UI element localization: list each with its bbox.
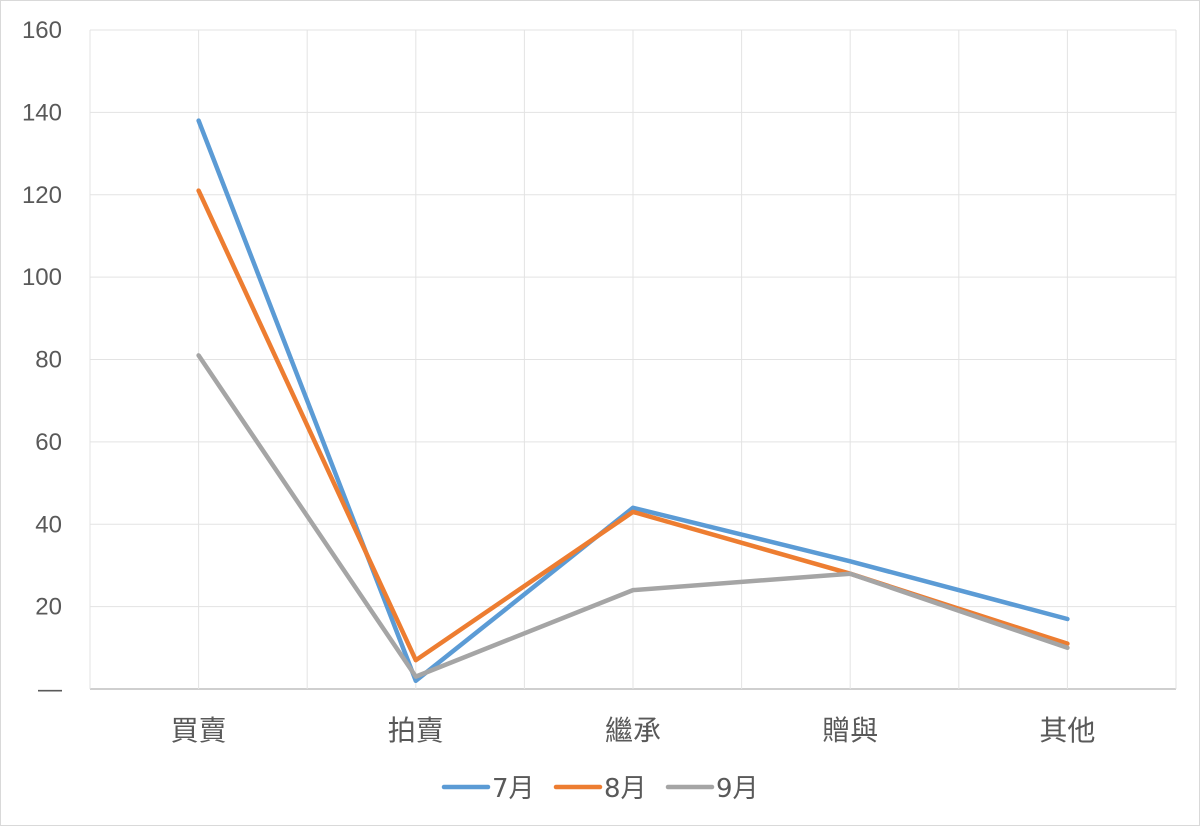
grid-lines bbox=[89, 29, 1177, 690]
legend-label: 8月 bbox=[604, 774, 647, 804]
y-tick-label: 80 bbox=[35, 347, 62, 374]
series-line-3 bbox=[196, 353, 1070, 679]
series-line-1 bbox=[196, 118, 1070, 684]
y-tick-label: 120 bbox=[22, 182, 62, 209]
y-tick-label: 100 bbox=[22, 264, 62, 291]
y-axis-ticks: — 20 40 60 80 100 120 140 160 bbox=[22, 17, 62, 703]
legend: 7月 8月 9月 bbox=[441, 774, 759, 804]
legend-item: 9月 bbox=[665, 774, 759, 804]
y-tick-label: 60 bbox=[35, 429, 62, 456]
legend-label: 7月 bbox=[492, 774, 535, 804]
y-tick-label: 140 bbox=[22, 99, 62, 126]
y-tick-label: 160 bbox=[22, 17, 62, 44]
legend-item: 8月 bbox=[553, 774, 647, 804]
x-tick-label: 贈與 bbox=[822, 714, 878, 747]
x-tick-label: 拍賣 bbox=[388, 714, 444, 747]
y-tick-label: 40 bbox=[35, 511, 62, 538]
x-axis-ticks: 買賣 拍賣 繼承 贈與 其他 bbox=[171, 714, 1096, 747]
y-tick-label: — bbox=[38, 676, 62, 703]
x-tick-label: 其他 bbox=[1039, 714, 1095, 747]
y-tick-label: 20 bbox=[35, 594, 62, 621]
x-tick-label: 繼承 bbox=[605, 714, 661, 747]
series-lines bbox=[196, 118, 1070, 684]
legend-item: 7月 bbox=[441, 774, 535, 804]
legend-label: 9月 bbox=[716, 774, 759, 804]
x-tick-label: 買賣 bbox=[171, 714, 227, 747]
